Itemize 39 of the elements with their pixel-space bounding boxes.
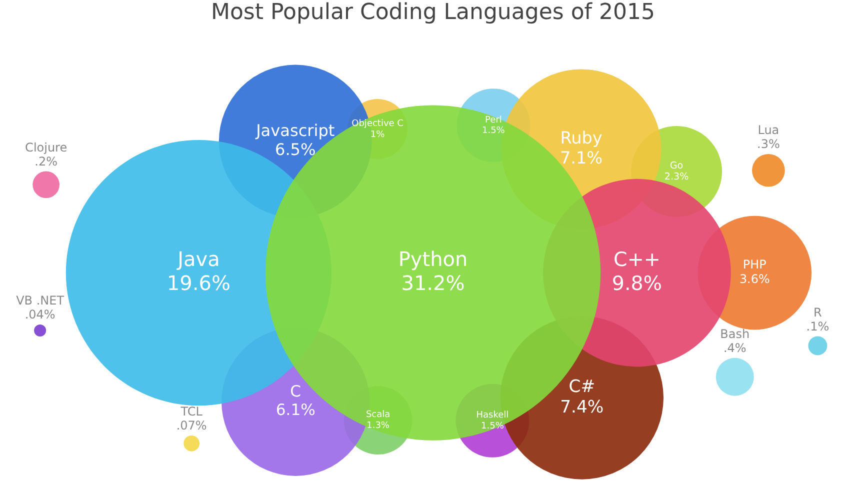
data-label: 9.8% — [612, 272, 662, 295]
text: Most Popular Coding Languages of 2015 — [210, 0, 656, 27]
data-label: 6.5% — [275, 140, 316, 160]
category-label: Go — [670, 160, 684, 172]
category-label: Objective C — [352, 118, 404, 129]
category-label: Bash — [720, 326, 750, 341]
data-label: .04% — [24, 308, 56, 322]
data-label: 2.3% — [664, 172, 689, 183]
data-label: 31.2% — [401, 271, 465, 296]
category-label: Perl — [485, 115, 502, 126]
data-label: 7.4% — [560, 397, 604, 418]
data-label: 6.1% — [276, 401, 316, 420]
category-label: VB .NET — [16, 294, 65, 308]
category-label: C# — [568, 376, 596, 397]
category-label: Javascript — [255, 120, 335, 140]
data-label: 19.6% — [166, 271, 230, 296]
data-label: 1.3% — [366, 421, 390, 432]
data-label: .3% — [757, 137, 780, 152]
data-label: .4% — [723, 340, 746, 355]
data-label: .1% — [806, 319, 830, 334]
data-label: 1.5% — [481, 421, 504, 432]
data-label: 7.1% — [560, 148, 603, 168]
category-label: Scala — [366, 410, 390, 420]
category-label: Python — [398, 247, 468, 272]
category-label: TCL — [180, 404, 203, 419]
category-label: Java — [176, 247, 220, 272]
category-label: Lua — [758, 123, 780, 138]
data-label: 3.6% — [739, 272, 770, 286]
category-label: PHP — [742, 258, 766, 272]
category-label: C — [290, 382, 302, 401]
category-label: Clojure — [25, 140, 68, 154]
category-label: R — [814, 305, 822, 320]
category-label: C++ — [614, 248, 660, 272]
data-label: .2% — [34, 154, 58, 168]
data-label: 1% — [370, 130, 386, 140]
category-label: Haskell — [476, 410, 509, 421]
category-label: Ruby — [560, 127, 602, 148]
data-label: 1.5% — [482, 126, 506, 136]
data-label: .07% — [176, 418, 207, 433]
